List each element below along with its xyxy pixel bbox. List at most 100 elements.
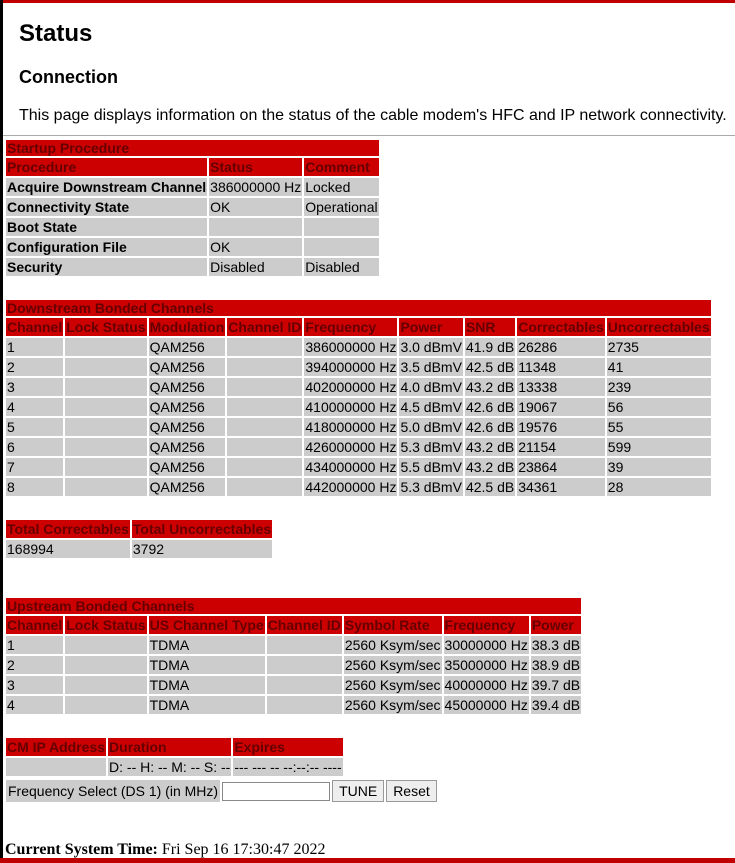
table-row: 5 QAM256 418000000 Hz 5.0 dBmV 42.6 dB 19576 5… (6, 418, 711, 436)
table-cell: QAM256 (148, 338, 226, 356)
table-cell: 39.4 dB (530, 696, 582, 714)
frequency-select-form: Frequency Select (DS 1) (in MHz) TUNE Re… (6, 780, 437, 802)
table-cell: 56 (606, 398, 711, 416)
table-cell: 426000000 Hz (304, 438, 398, 456)
table-cell (65, 358, 147, 376)
table-row: 3 QAM256 402000000 Hz 4.0 dBmV 43.2 dB 13338 2… (6, 378, 711, 396)
table-cell: 41 (606, 358, 711, 376)
column-header: Expires (233, 738, 343, 756)
table-title: Downstream Bonded Channels (6, 300, 711, 316)
table-cell (304, 238, 379, 256)
time-value: Fri Sep 16 17:30:47 2022 (161, 841, 326, 858)
table-row: 3 TDMA 2560 Ksym/sec 40000000 Hz 39.7 dB (6, 676, 582, 694)
table-cell: 11348 (517, 358, 605, 376)
table-cell (65, 656, 147, 674)
table-cell (227, 458, 303, 476)
time-label: Current System Time: (5, 841, 158, 858)
table-cell: 4.5 dBmV (399, 398, 463, 416)
table-cell: 2 (6, 358, 64, 376)
column-header: Lock Status (65, 318, 147, 336)
header-row: Total Correctables Total Uncorrectables (6, 520, 273, 538)
divider (3, 135, 735, 136)
table-cell: Configuration File (6, 238, 208, 256)
table-cell: TDMA (148, 696, 265, 714)
column-header: Channel (6, 318, 64, 336)
table-cell (65, 676, 147, 694)
table-cell: 2560 Ksym/sec (343, 656, 442, 674)
table-cell (266, 636, 342, 654)
column-header: Duration (108, 738, 232, 756)
table-cell: 3.5 dBmV (399, 358, 463, 376)
table-cell: 5.3 dBmV (399, 438, 463, 456)
table-cell: 35000000 Hz (443, 656, 529, 674)
column-header: Channel (6, 616, 64, 634)
table-cell: Security (6, 258, 208, 276)
section-title: Connection (19, 67, 118, 87)
header-row: Procedure Status Comment (6, 158, 379, 176)
table-cell: 2560 Ksym/sec (343, 676, 442, 694)
table-cell: OK (209, 238, 303, 256)
table-cell: 39.7 dB (530, 676, 582, 694)
table-cell: --- --- -- --:--:-- ---- (233, 758, 343, 776)
page-description: This page displays information on the st… (19, 107, 727, 124)
reset-button[interactable]: Reset (386, 780, 437, 802)
table-cell (65, 378, 147, 396)
table-cell: OK (209, 198, 303, 216)
table-title-row: Startup Procedure (6, 140, 379, 156)
table-cell: 434000000 Hz (304, 458, 398, 476)
table-cell (227, 378, 303, 396)
table-cell: QAM256 (148, 478, 226, 496)
table-cell: 3 (6, 378, 64, 396)
table-cell: QAM256 (148, 418, 226, 436)
table-cell: 4.0 dBmV (399, 378, 463, 396)
table-row: 7 QAM256 434000000 Hz 5.5 dBmV 43.2 dB 23864 3… (6, 458, 711, 476)
left-border (0, 0, 3, 863)
column-header: Power (530, 616, 582, 634)
column-header: SNR (464, 318, 516, 336)
table-cell: Disabled (304, 258, 379, 276)
startup-procedure-table: Startup Procedure Procedure Status Comment A… (4, 138, 381, 278)
column-header: Comment (304, 158, 379, 176)
table-cell: 23864 (517, 458, 605, 476)
table-cell: 28 (606, 478, 711, 496)
column-header: Channel ID (266, 616, 342, 634)
table-cell (227, 418, 303, 436)
table-cell (227, 438, 303, 456)
table-cell: 5.0 dBmV (399, 418, 463, 436)
table-cell: 5.5 dBmV (399, 458, 463, 476)
column-header: CM IP Address (6, 738, 107, 756)
column-header: Power (399, 318, 463, 336)
table-cell: 39 (606, 458, 711, 476)
table-cell: 26286 (517, 338, 605, 356)
table-cell: 168994 (6, 540, 130, 558)
table-cell: 34361 (517, 478, 605, 496)
page-title: Status (19, 20, 93, 47)
table-cell: 442000000 Hz (304, 478, 398, 496)
table-cell (304, 218, 379, 236)
table-cell: 45000000 Hz (443, 696, 529, 714)
table-row: 1 TDMA 2560 Ksym/sec 30000000 Hz 38.3 dB (6, 636, 582, 654)
frequency-input[interactable] (222, 781, 331, 801)
table-cell: 30000000 Hz (443, 636, 529, 654)
tune-button[interactable]: TUNE (332, 780, 385, 802)
table-cell (65, 438, 147, 456)
table-cell: 2560 Ksym/sec (343, 636, 442, 654)
column-header: Frequency (443, 616, 529, 634)
table-cell (65, 696, 147, 714)
current-system-time: Current System Time: Fri Sep 16 17:30:47… (5, 841, 325, 859)
table-cell: 5.3 dBmV (399, 478, 463, 496)
table-cell: 41.9 dB (464, 338, 516, 356)
table-cell (227, 398, 303, 416)
table-cell: 43.2 dB (464, 438, 516, 456)
table-cell: 42.5 dB (464, 478, 516, 496)
table-row: 4 TDMA 2560 Ksym/sec 45000000 Hz 39.4 dB (6, 696, 582, 714)
table-cell: 2560 Ksym/sec (343, 696, 442, 714)
table-cell: Connectivity State (6, 198, 208, 216)
table-row: Acquire Downstream Channel 386000000 Hz Lo… (6, 178, 379, 196)
table-row: 6 QAM256 426000000 Hz 5.3 dBmV 43.2 dB 21154 5… (6, 438, 711, 456)
table-cell (65, 338, 147, 356)
table-cell: 5 (6, 418, 64, 436)
table-cell: 19576 (517, 418, 605, 436)
table-cell: 3.0 dBmV (399, 338, 463, 356)
column-header: Correctables (517, 318, 605, 336)
